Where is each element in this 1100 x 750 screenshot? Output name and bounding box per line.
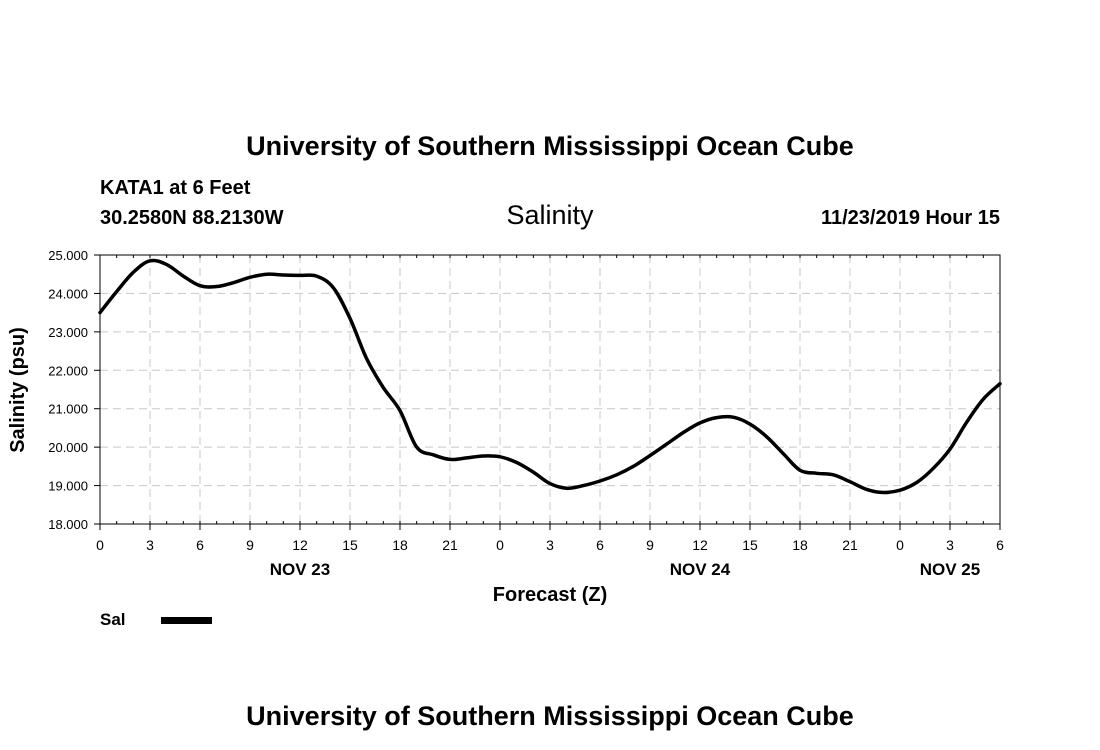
x-tick-label: 3	[146, 537, 154, 553]
x-tick-label: 12	[692, 537, 708, 553]
y-tick-label: 19.000	[48, 479, 88, 494]
x-tick-label: 21	[842, 537, 858, 553]
x-tick-label: 0	[896, 537, 904, 553]
x-tick-label: 18	[792, 537, 808, 553]
x-tick-label: 6	[596, 537, 604, 553]
y-tick-label: 20.000	[48, 440, 88, 455]
x-tick-label: 9	[246, 537, 254, 553]
date-label: NOV 23	[270, 560, 330, 579]
x-tick-label: 15	[742, 537, 758, 553]
y-tick-label: 22.000	[48, 363, 88, 378]
date-label: NOV 25	[920, 560, 980, 579]
x-tick-label: 12	[292, 537, 308, 553]
legend-swatch	[161, 617, 212, 624]
top-title: University of Southern Mississippi Ocean…	[246, 131, 854, 161]
y-tick-label: 18.000	[48, 517, 88, 532]
date-label: NOV 24	[670, 560, 731, 579]
datetime-label: 11/23/2019 Hour 15	[821, 207, 1000, 229]
y-axis-label: Salinity (psu)	[7, 327, 29, 453]
x-axis-label: Forecast (Z)	[493, 584, 607, 606]
y-tick-label: 25.000	[48, 248, 88, 263]
x-tick-label: 6	[996, 537, 1004, 553]
y-tick-label: 24.000	[48, 286, 88, 301]
bottom-title: University of Southern Mississippi Ocean…	[246, 701, 854, 731]
y-tick-label: 21.000	[48, 402, 88, 417]
y-tick-label: 23.000	[48, 325, 88, 340]
x-tick-label: 18	[392, 537, 408, 553]
legend-label: Sal	[100, 610, 126, 629]
x-tick-label: 6	[196, 537, 204, 553]
x-tick-label: 21	[442, 537, 458, 553]
series-line-sal	[98, 258, 1002, 495]
x-tick-label: 0	[96, 537, 104, 553]
tick-labels: 18.000 19.000 20.000 21.000 22.000 23.000 24.0…	[48, 248, 1004, 579]
x-tick-label: 3	[546, 537, 554, 553]
grid-lines	[100, 255, 1000, 524]
plot-frame	[99, 254, 1001, 525]
coordinates-label: 30.2580N 88.2130W	[100, 207, 284, 229]
station-label: KATA1 at 6 Feet	[100, 177, 251, 199]
axes	[94, 254, 1001, 530]
x-tick-label: 15	[342, 537, 358, 553]
chart-title: Salinity	[506, 200, 594, 230]
x-tick-label: 3	[946, 537, 954, 553]
x-tick-label: 0	[496, 537, 504, 553]
x-tick-label: 9	[646, 537, 654, 553]
